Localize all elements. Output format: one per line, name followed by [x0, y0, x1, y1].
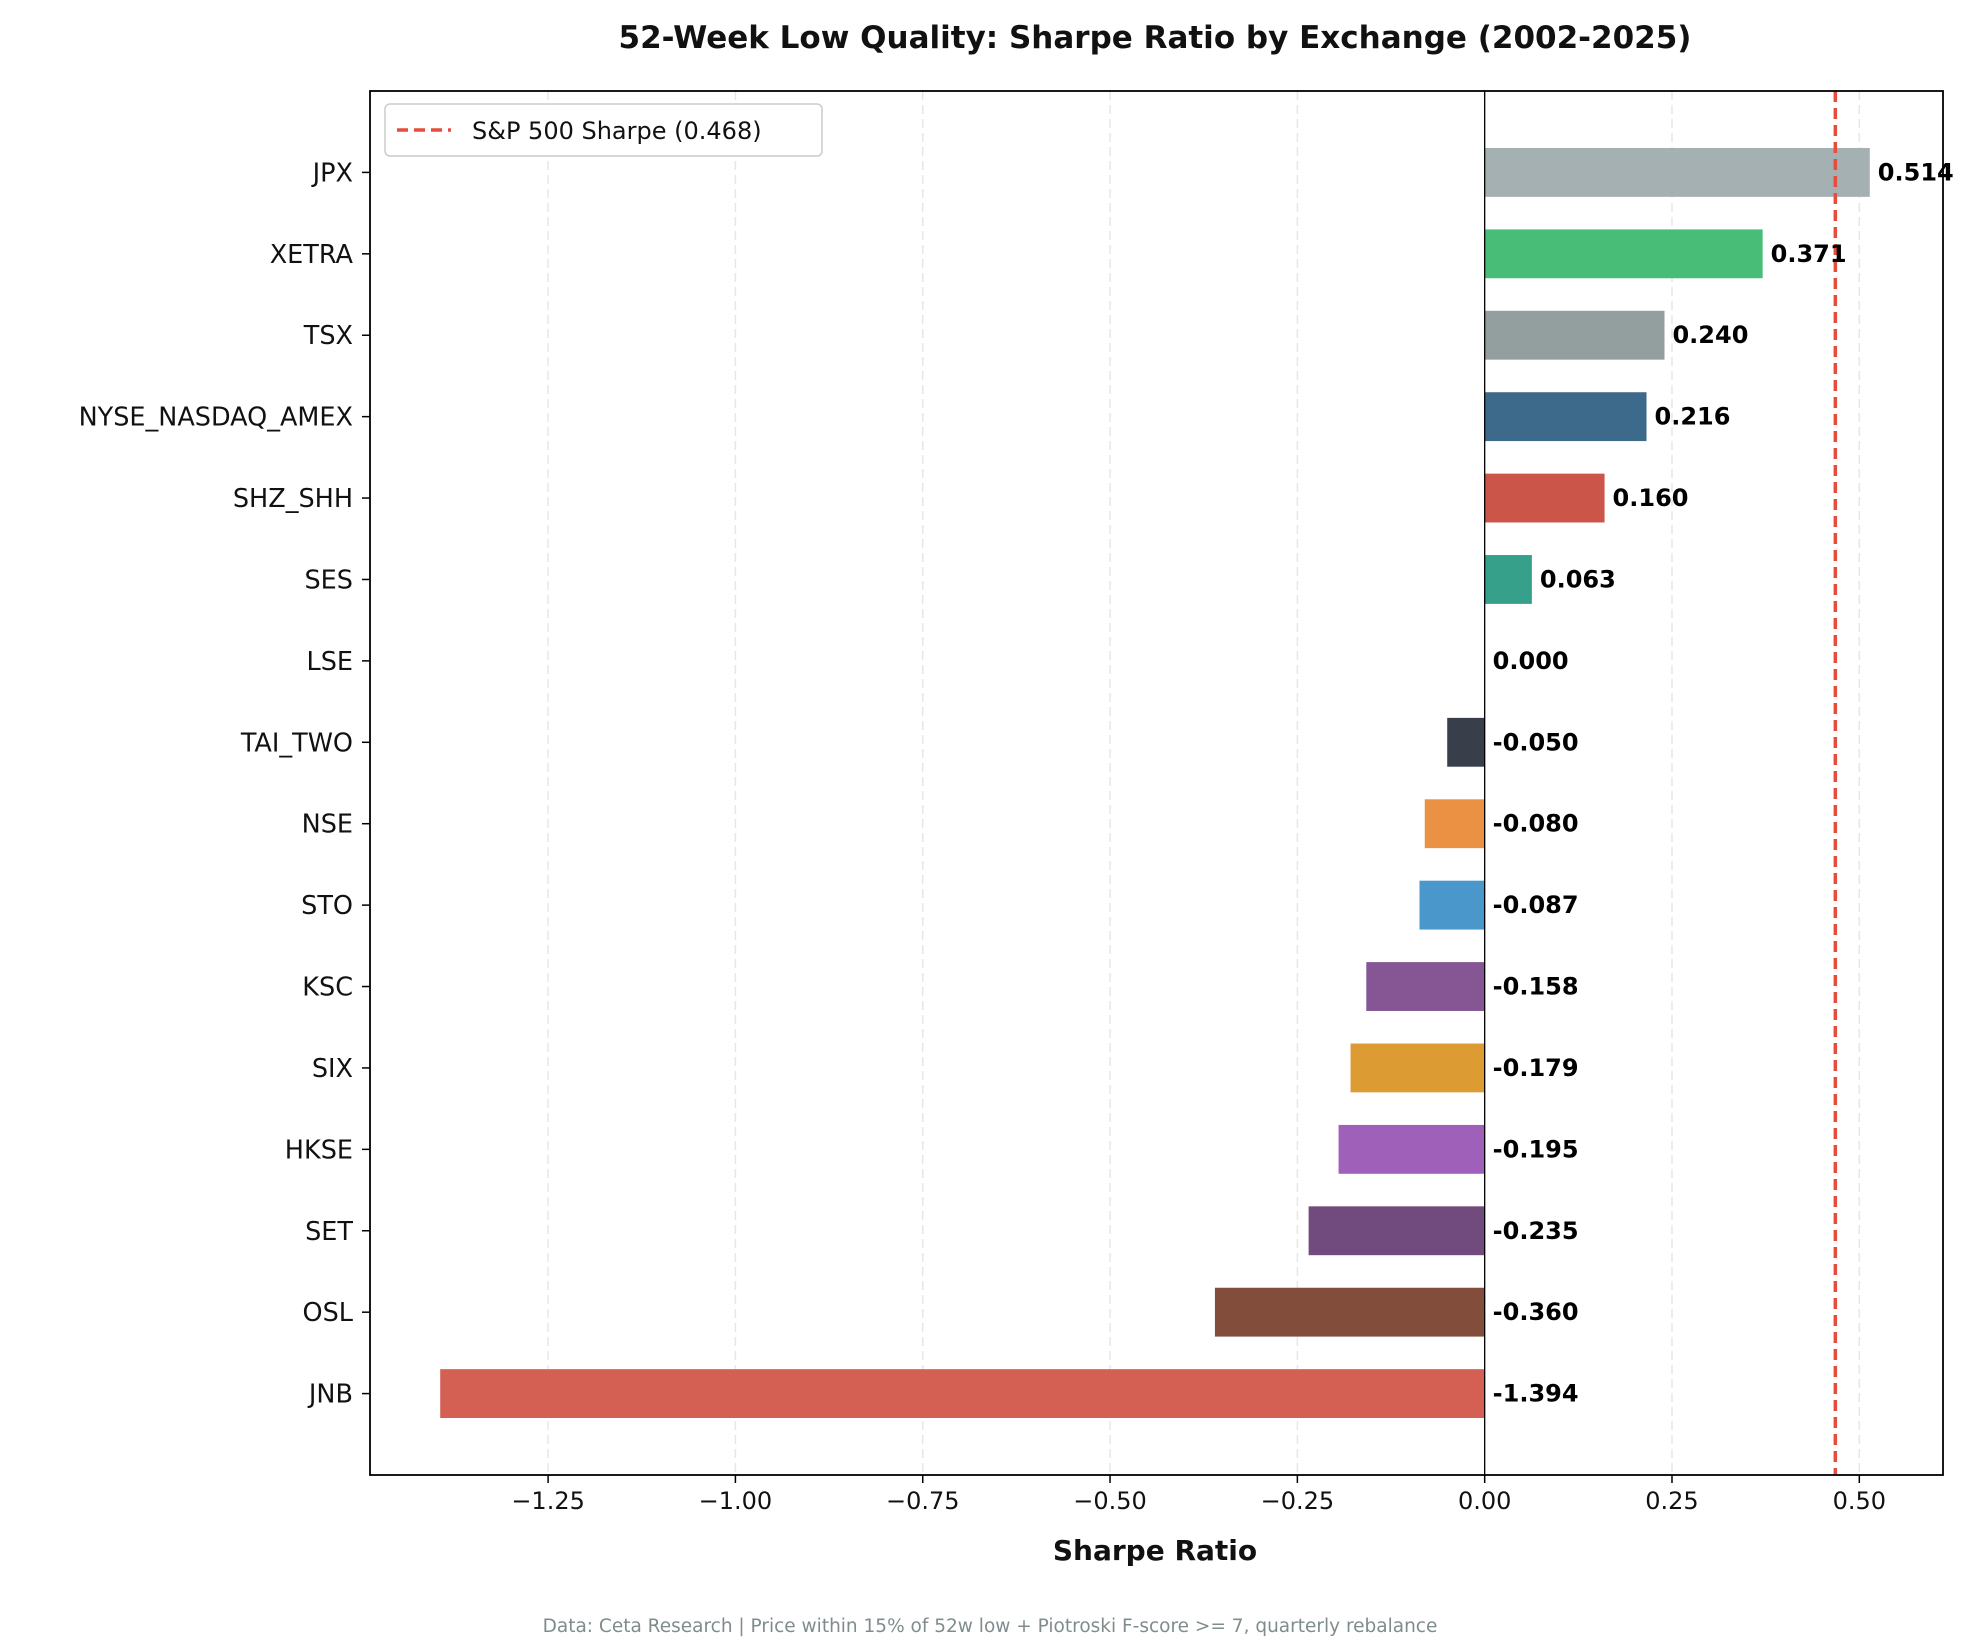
y-tick-label: SES: [305, 565, 354, 595]
y-tick-label: HKSE: [285, 1135, 353, 1165]
footnote: Data: Ceta Research | Price within 15% o…: [543, 1616, 1438, 1637]
bar: [1485, 474, 1605, 523]
bar-value-label: -0.158: [1493, 973, 1579, 1001]
x-tick-label: 0.00: [1458, 1487, 1511, 1515]
y-tick-label: OSL: [303, 1298, 354, 1328]
x-tick-label: −0.50: [1073, 1487, 1147, 1515]
bar: [1485, 229, 1763, 278]
bar: [1485, 311, 1665, 360]
bar: [1215, 1288, 1485, 1337]
x-tick-label: −0.25: [1261, 1487, 1335, 1515]
bar-value-label: 0.160: [1613, 484, 1689, 512]
y-tick-label: SET: [305, 1217, 353, 1247]
y-tick-label: SHZ_SHH: [233, 484, 353, 514]
bar: [440, 1369, 1484, 1418]
x-tick-label: 0.25: [1645, 1487, 1698, 1515]
bar-value-label: -0.050: [1493, 728, 1579, 756]
y-tick-label: LSE: [306, 647, 353, 677]
bar-value-label: -0.195: [1493, 1135, 1579, 1163]
legend[interactable]: S&P 500 Sharpe (0.468): [385, 104, 822, 156]
bar-value-label: -0.235: [1493, 1217, 1579, 1245]
bar-value-label: 0.000: [1493, 647, 1569, 675]
bar: [1351, 1044, 1485, 1093]
legend-label: S&P 500 Sharpe (0.468): [472, 117, 762, 145]
bar: [1425, 799, 1485, 848]
bar-value-label: 0.371: [1771, 240, 1847, 268]
y-tick-label: XETRA: [270, 240, 354, 270]
bar: [1485, 148, 1870, 197]
bar: [1339, 1125, 1485, 1174]
bar-value-label: 0.063: [1540, 565, 1616, 593]
x-axis-label: Sharpe Ratio: [1053, 1534, 1257, 1567]
bar: [1485, 555, 1532, 604]
bar-value-label: -0.360: [1493, 1298, 1579, 1326]
bar: [1447, 718, 1484, 767]
y-tick-label: TSX: [303, 321, 353, 351]
bar: [1419, 881, 1484, 930]
y-tick-label: JPX: [311, 158, 353, 188]
bar: [1366, 962, 1484, 1011]
y-tick-label: KSC: [302, 973, 353, 1003]
y-tick-label: NSE: [302, 810, 353, 840]
bar: [1309, 1206, 1485, 1255]
bar-value-label: -1.394: [1493, 1380, 1579, 1408]
y-axis-ticks: JPX XETRA TSX NYSE_NASDAQ_AMEX SHZ_SHH SES LSE…: [79, 158, 370, 1409]
bar-value-label: -0.080: [1493, 810, 1579, 838]
y-tick-label: NYSE_NASDAQ_AMEX: [79, 403, 353, 433]
x-tick-label: 0.50: [1833, 1487, 1886, 1515]
bar-series: [440, 148, 1870, 1418]
x-tick-label: −1.25: [511, 1487, 585, 1515]
y-tick-label: STO: [301, 891, 353, 921]
x-tick-label: −1.00: [699, 1487, 773, 1515]
y-tick-label: TAI_TWO: [240, 728, 353, 758]
bar-value-label: -0.087: [1493, 891, 1579, 919]
bar-value-label: 0.514: [1878, 158, 1954, 186]
bar-value-label: -0.179: [1493, 1054, 1579, 1082]
bar-value-label: 0.240: [1672, 321, 1748, 349]
bar: [1485, 392, 1647, 441]
x-axis-ticks: −1.25 −1.00 −0.75 −0.50 −0.25 0.00 0.25 0.50: [511, 1475, 1886, 1515]
bar-value-label: 0.216: [1655, 403, 1731, 431]
x-gridlines: [548, 91, 1859, 1475]
x-tick-label: −0.75: [886, 1487, 960, 1515]
y-tick-label: SIX: [312, 1054, 353, 1084]
plot-frame: [370, 91, 1943, 1475]
chart-title: 52-Week Low Quality: Sharpe Ratio by Exc…: [619, 20, 1692, 56]
y-tick-label: JNB: [307, 1380, 353, 1410]
